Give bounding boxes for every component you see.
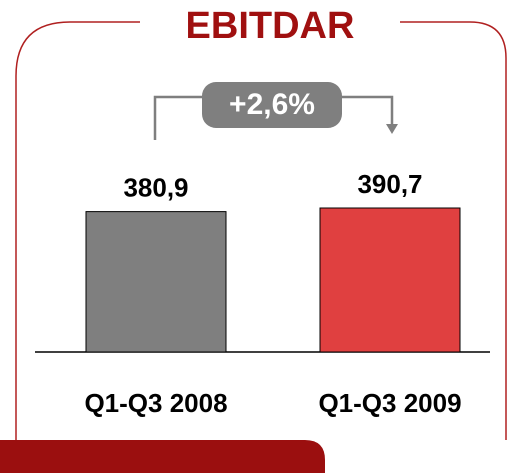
value-label: 390,7	[357, 169, 422, 199]
bracket-right	[340, 95, 394, 126]
frame-left	[15, 21, 140, 440]
annotation: +2,6%	[229, 88, 315, 121]
x-tick-label: Q1-Q3 2009	[318, 388, 461, 418]
arrow-head	[386, 124, 398, 134]
value-label: 380,9	[123, 172, 188, 202]
x-tick-label: Q1-Q3 2008	[84, 388, 227, 418]
bar	[319, 207, 461, 353]
chart-title: EBITDAR	[186, 5, 355, 47]
bracket-left	[153, 95, 204, 140]
footer-band	[0, 440, 325, 473]
bar	[85, 211, 227, 353]
annotation-pill	[202, 82, 342, 128]
frame-right	[400, 21, 507, 440]
